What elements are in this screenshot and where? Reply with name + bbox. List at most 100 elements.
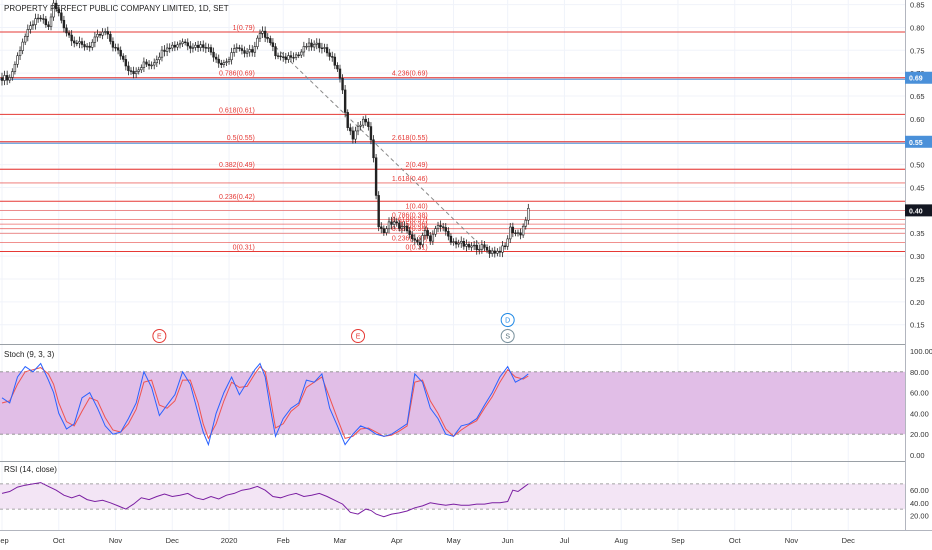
candle-body <box>392 221 396 225</box>
candle-body <box>106 31 109 35</box>
event-marker-split[interactable]: S <box>500 329 515 343</box>
candle-body <box>395 221 398 224</box>
candle-body <box>411 234 414 240</box>
candle-body <box>323 47 326 49</box>
candle-body <box>168 47 171 50</box>
candle-body <box>3 75 6 81</box>
candle-body <box>230 52 233 61</box>
candle-body <box>189 45 192 49</box>
band-fill <box>0 371 905 435</box>
candle-body <box>73 40 76 44</box>
fibonacci-extension[interactable]: 4.236(0.69) 2.618(0.55) 2(0.49) 1.618(0.46)… <box>0 71 905 252</box>
candle-body <box>116 47 120 51</box>
candle-body <box>454 241 458 245</box>
candle-body <box>29 25 32 30</box>
chart-title: PROPERTY PERFECT PUBLIC COMPANY LIMITED,… <box>4 4 229 13</box>
candle-body <box>199 44 202 48</box>
candle-body <box>457 242 460 245</box>
indicator-tick-label: 100.00 <box>910 347 932 356</box>
indicator-tick-label: 60.00 <box>910 389 929 398</box>
candle-body <box>356 125 360 132</box>
candle-body <box>214 56 218 60</box>
price-badge <box>905 135 932 148</box>
price-pane[interactable]: 1(0.79) 0.786(0.69) 0.618(0.61) 0.5(0.55) 0.… <box>0 0 905 530</box>
stoch-k-line <box>1 362 529 447</box>
event-marker-circle <box>152 329 167 343</box>
candle-body <box>173 44 177 48</box>
candle-body <box>129 70 133 72</box>
candle-body <box>251 49 254 53</box>
event-marker-earnings[interactable]: E <box>152 329 167 343</box>
fib-level-label: 0.382(0.49) <box>219 162 255 169</box>
event-marker-dividend[interactable]: D <box>500 313 515 327</box>
candle-body <box>26 29 29 37</box>
candle-body <box>194 44 197 48</box>
candle-body <box>444 227 447 232</box>
candle-body <box>413 238 416 241</box>
event-marker-earnings[interactable]: E <box>351 329 366 343</box>
candle-body <box>503 245 507 247</box>
stoch-pane[interactable]: Stoch (9, 3, 3) <box>0 344 905 447</box>
candle-body <box>488 249 491 254</box>
candle-body <box>104 31 107 33</box>
candle-body <box>83 44 86 48</box>
price-tick-label: 0.50 <box>910 161 925 170</box>
candle-body <box>367 121 370 127</box>
candle-body <box>42 18 45 20</box>
rsi-title: RSI (14, close) <box>4 465 57 474</box>
candle-body <box>310 42 313 48</box>
price-tick-label: 0.15 <box>910 321 925 330</box>
price-axis[interactable]: 0.850.800.750.700.650.600.550.500.450.40… <box>905 0 932 530</box>
candle-body <box>235 47 238 49</box>
candle-body <box>490 250 494 254</box>
price-badge <box>905 71 932 84</box>
candle-body <box>261 30 264 34</box>
candle-body <box>88 45 91 48</box>
event-marker-label: S <box>505 334 510 341</box>
fib-level-label: 0.786(0.69) <box>219 71 255 78</box>
candle-body <box>147 63 151 66</box>
candle-body <box>292 57 295 59</box>
candle-body <box>47 24 50 27</box>
candle-body <box>266 37 269 39</box>
price-badge <box>905 204 932 217</box>
candle-body <box>302 46 306 53</box>
candle-body <box>49 16 53 27</box>
indicator-tick-label: 80.00 <box>910 368 929 377</box>
candle-body <box>320 47 324 49</box>
candle-body <box>527 208 530 221</box>
candle-body <box>165 47 169 52</box>
extension-level-label: 1.618(0.46) <box>392 176 428 183</box>
candle-body <box>240 48 244 51</box>
indicator-tick-label: 40.00 <box>910 409 929 418</box>
candle-body <box>351 130 355 140</box>
candle-body <box>248 49 251 53</box>
candle-body <box>289 55 293 58</box>
candle-body <box>52 2 55 18</box>
candle-body <box>305 45 308 48</box>
indicator-tick-label: 60.00 <box>910 486 929 495</box>
candle-body <box>178 43 182 46</box>
price-badge-label: 0.69 <box>909 76 923 83</box>
event-markers[interactable]: E E D S <box>152 313 515 343</box>
candle-body <box>134 71 138 75</box>
candle-body <box>431 233 435 242</box>
event-marker-label: D <box>505 318 510 325</box>
candle-body <box>284 56 287 60</box>
candle-body <box>155 59 158 64</box>
rsi-pane[interactable]: RSI (14, close) <box>0 461 905 518</box>
candle-body <box>475 244 478 250</box>
candle-body <box>54 2 58 10</box>
candle-body <box>196 44 200 48</box>
candle-body <box>93 36 97 43</box>
extension-level-label: 0.5(0.36) <box>400 222 428 229</box>
candle-body <box>243 50 246 54</box>
fib-level-label: 0.5(0.55) <box>227 135 255 142</box>
candle-body <box>390 221 393 225</box>
candle-body <box>36 17 40 20</box>
fib-level-label: 0.236(0.42) <box>219 194 255 201</box>
time-axis[interactable]: Sep Oct Nov Dec 2020 Feb Mar Apr May Jun Jul Aug Sep… <box>0 530 932 546</box>
candle-body <box>132 70 135 75</box>
candle-body <box>109 33 112 42</box>
